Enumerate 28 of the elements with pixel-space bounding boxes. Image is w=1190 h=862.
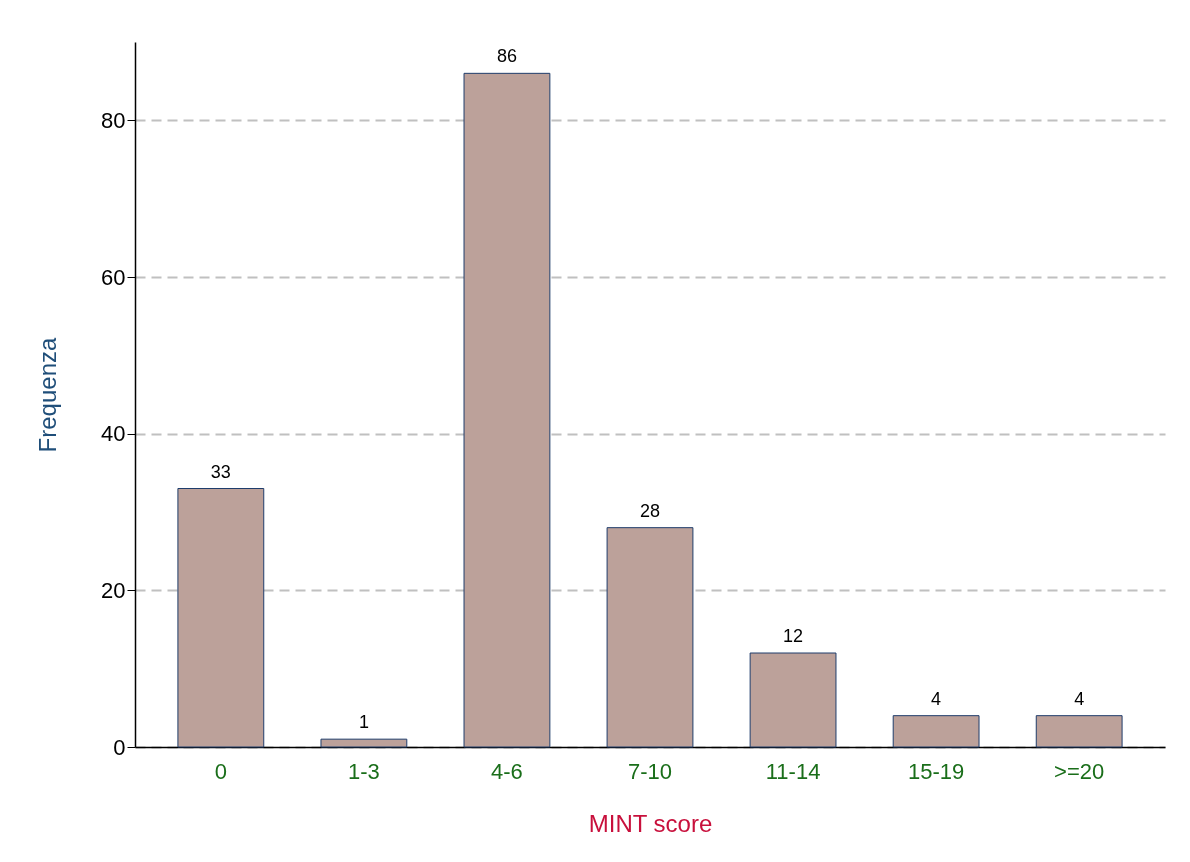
- data-label: 86: [496, 46, 517, 67]
- data-label: 28: [639, 500, 661, 521]
- x-tick-label: 7-10: [627, 758, 673, 784]
- data-label: 4: [1074, 688, 1085, 709]
- x-tick-label: 15-19: [907, 758, 965, 784]
- x-axis-title: MINT score: [588, 809, 713, 837]
- y-tick-label: 60: [101, 264, 126, 290]
- data-label: 12: [783, 626, 804, 646]
- y-tick-label: 0: [113, 734, 126, 760]
- y-tick-label: 80: [101, 107, 126, 133]
- bar: [606, 527, 694, 748]
- data-label: 33: [210, 461, 231, 482]
- x-tick-label: 11-14: [765, 758, 821, 784]
- bar: [320, 738, 408, 748]
- y-tick-label: 40: [101, 421, 126, 447]
- x-tick-label: 4-6: [491, 758, 523, 784]
- bar: [177, 488, 265, 748]
- bar: [463, 72, 551, 748]
- bar: [892, 715, 980, 748]
- bar: [749, 652, 837, 748]
- y-tick-label: 20: [101, 577, 126, 603]
- x-tick-label: 1-3: [347, 758, 380, 784]
- bar: [1035, 715, 1123, 748]
- y-axis-title: Frequenza: [34, 336, 62, 453]
- data-label: 4: [931, 688, 942, 709]
- data-label: 1: [358, 712, 369, 733]
- x-tick-label: >=20: [1054, 758, 1105, 784]
- x-tick-label: 0: [214, 758, 227, 784]
